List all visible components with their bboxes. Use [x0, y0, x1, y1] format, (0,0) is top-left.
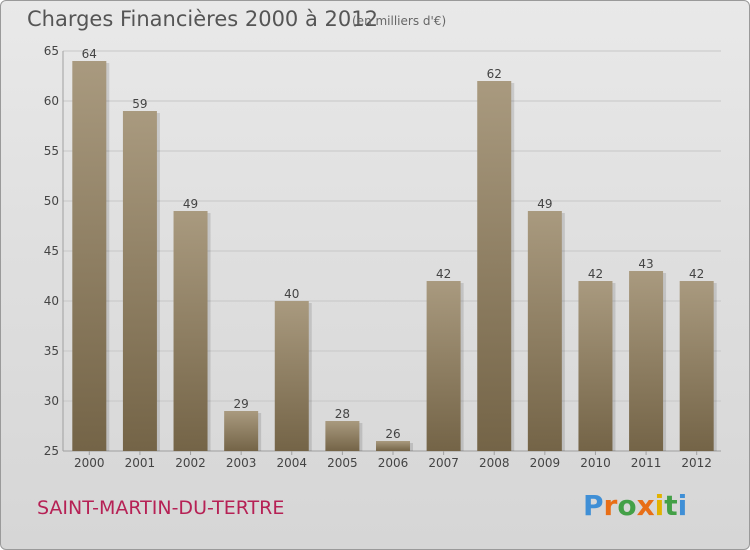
bar-2005	[325, 421, 360, 451]
data-label-2003: 29	[234, 397, 249, 411]
x-tick-label-2001: 2001	[125, 456, 156, 470]
y-tick-label: 40	[44, 294, 59, 308]
chart-title: Charges Financières 2000 à 2012	[27, 7, 378, 31]
data-label-2005: 28	[335, 407, 350, 421]
y-tick-label: 45	[44, 244, 59, 258]
x-tick-label-2010: 2010	[580, 456, 611, 470]
data-label-2004: 40	[284, 287, 299, 301]
bar-2001	[122, 111, 157, 451]
bar-2008	[477, 81, 512, 451]
x-tick-label-2008: 2008	[479, 456, 510, 470]
data-label-2011: 43	[638, 257, 653, 271]
data-label-2008: 62	[487, 67, 502, 81]
x-tick-label-2003: 2003	[226, 456, 257, 470]
x-tick-label-2000: 2000	[74, 456, 105, 470]
place-name: SAINT-MARTIN-DU-TERTRE	[37, 497, 285, 519]
x-tick-label-2007: 2007	[428, 456, 459, 470]
y-tick-label: 60	[44, 94, 59, 108]
proxiti-logo: Proxiti	[583, 489, 688, 522]
y-tick-label: 50	[44, 194, 59, 208]
bar-2012	[679, 281, 714, 451]
bar-2011	[629, 271, 664, 451]
bar-2003	[224, 411, 259, 451]
bar-2004	[274, 301, 309, 451]
bar-2010	[578, 281, 613, 451]
x-tick-label-2006: 2006	[378, 456, 409, 470]
data-label-2000: 64	[82, 47, 97, 61]
bar-2006	[376, 441, 410, 451]
x-tick-label-2011: 2011	[631, 456, 662, 470]
bar-2009	[527, 211, 562, 451]
x-tick-label-2005: 2005	[327, 456, 358, 470]
bar-2002	[173, 211, 208, 451]
y-tick-label: 25	[44, 444, 59, 458]
data-label-2012: 42	[689, 267, 704, 281]
data-label-2002: 49	[183, 197, 198, 211]
data-label-2009: 49	[537, 197, 552, 211]
y-tick-label: 65	[44, 44, 59, 58]
y-tick-label: 30	[44, 394, 59, 408]
x-tick-label-2002: 2002	[175, 456, 206, 470]
bar-2007	[426, 281, 461, 451]
bar-2000	[72, 61, 107, 451]
x-tick-label-2009: 2009	[530, 456, 561, 470]
data-label-2001: 59	[132, 97, 147, 111]
x-tick-label-2012: 2012	[681, 456, 712, 470]
y-tick-label: 35	[44, 344, 59, 358]
x-tick-label-2004: 2004	[276, 456, 307, 470]
y-tick-label: 55	[44, 144, 59, 158]
chart-subtitle: (en milliers d'€)	[352, 14, 447, 28]
data-label-2006: 26	[385, 427, 400, 441]
data-label-2007: 42	[436, 267, 451, 281]
data-label-2010: 42	[588, 267, 603, 281]
